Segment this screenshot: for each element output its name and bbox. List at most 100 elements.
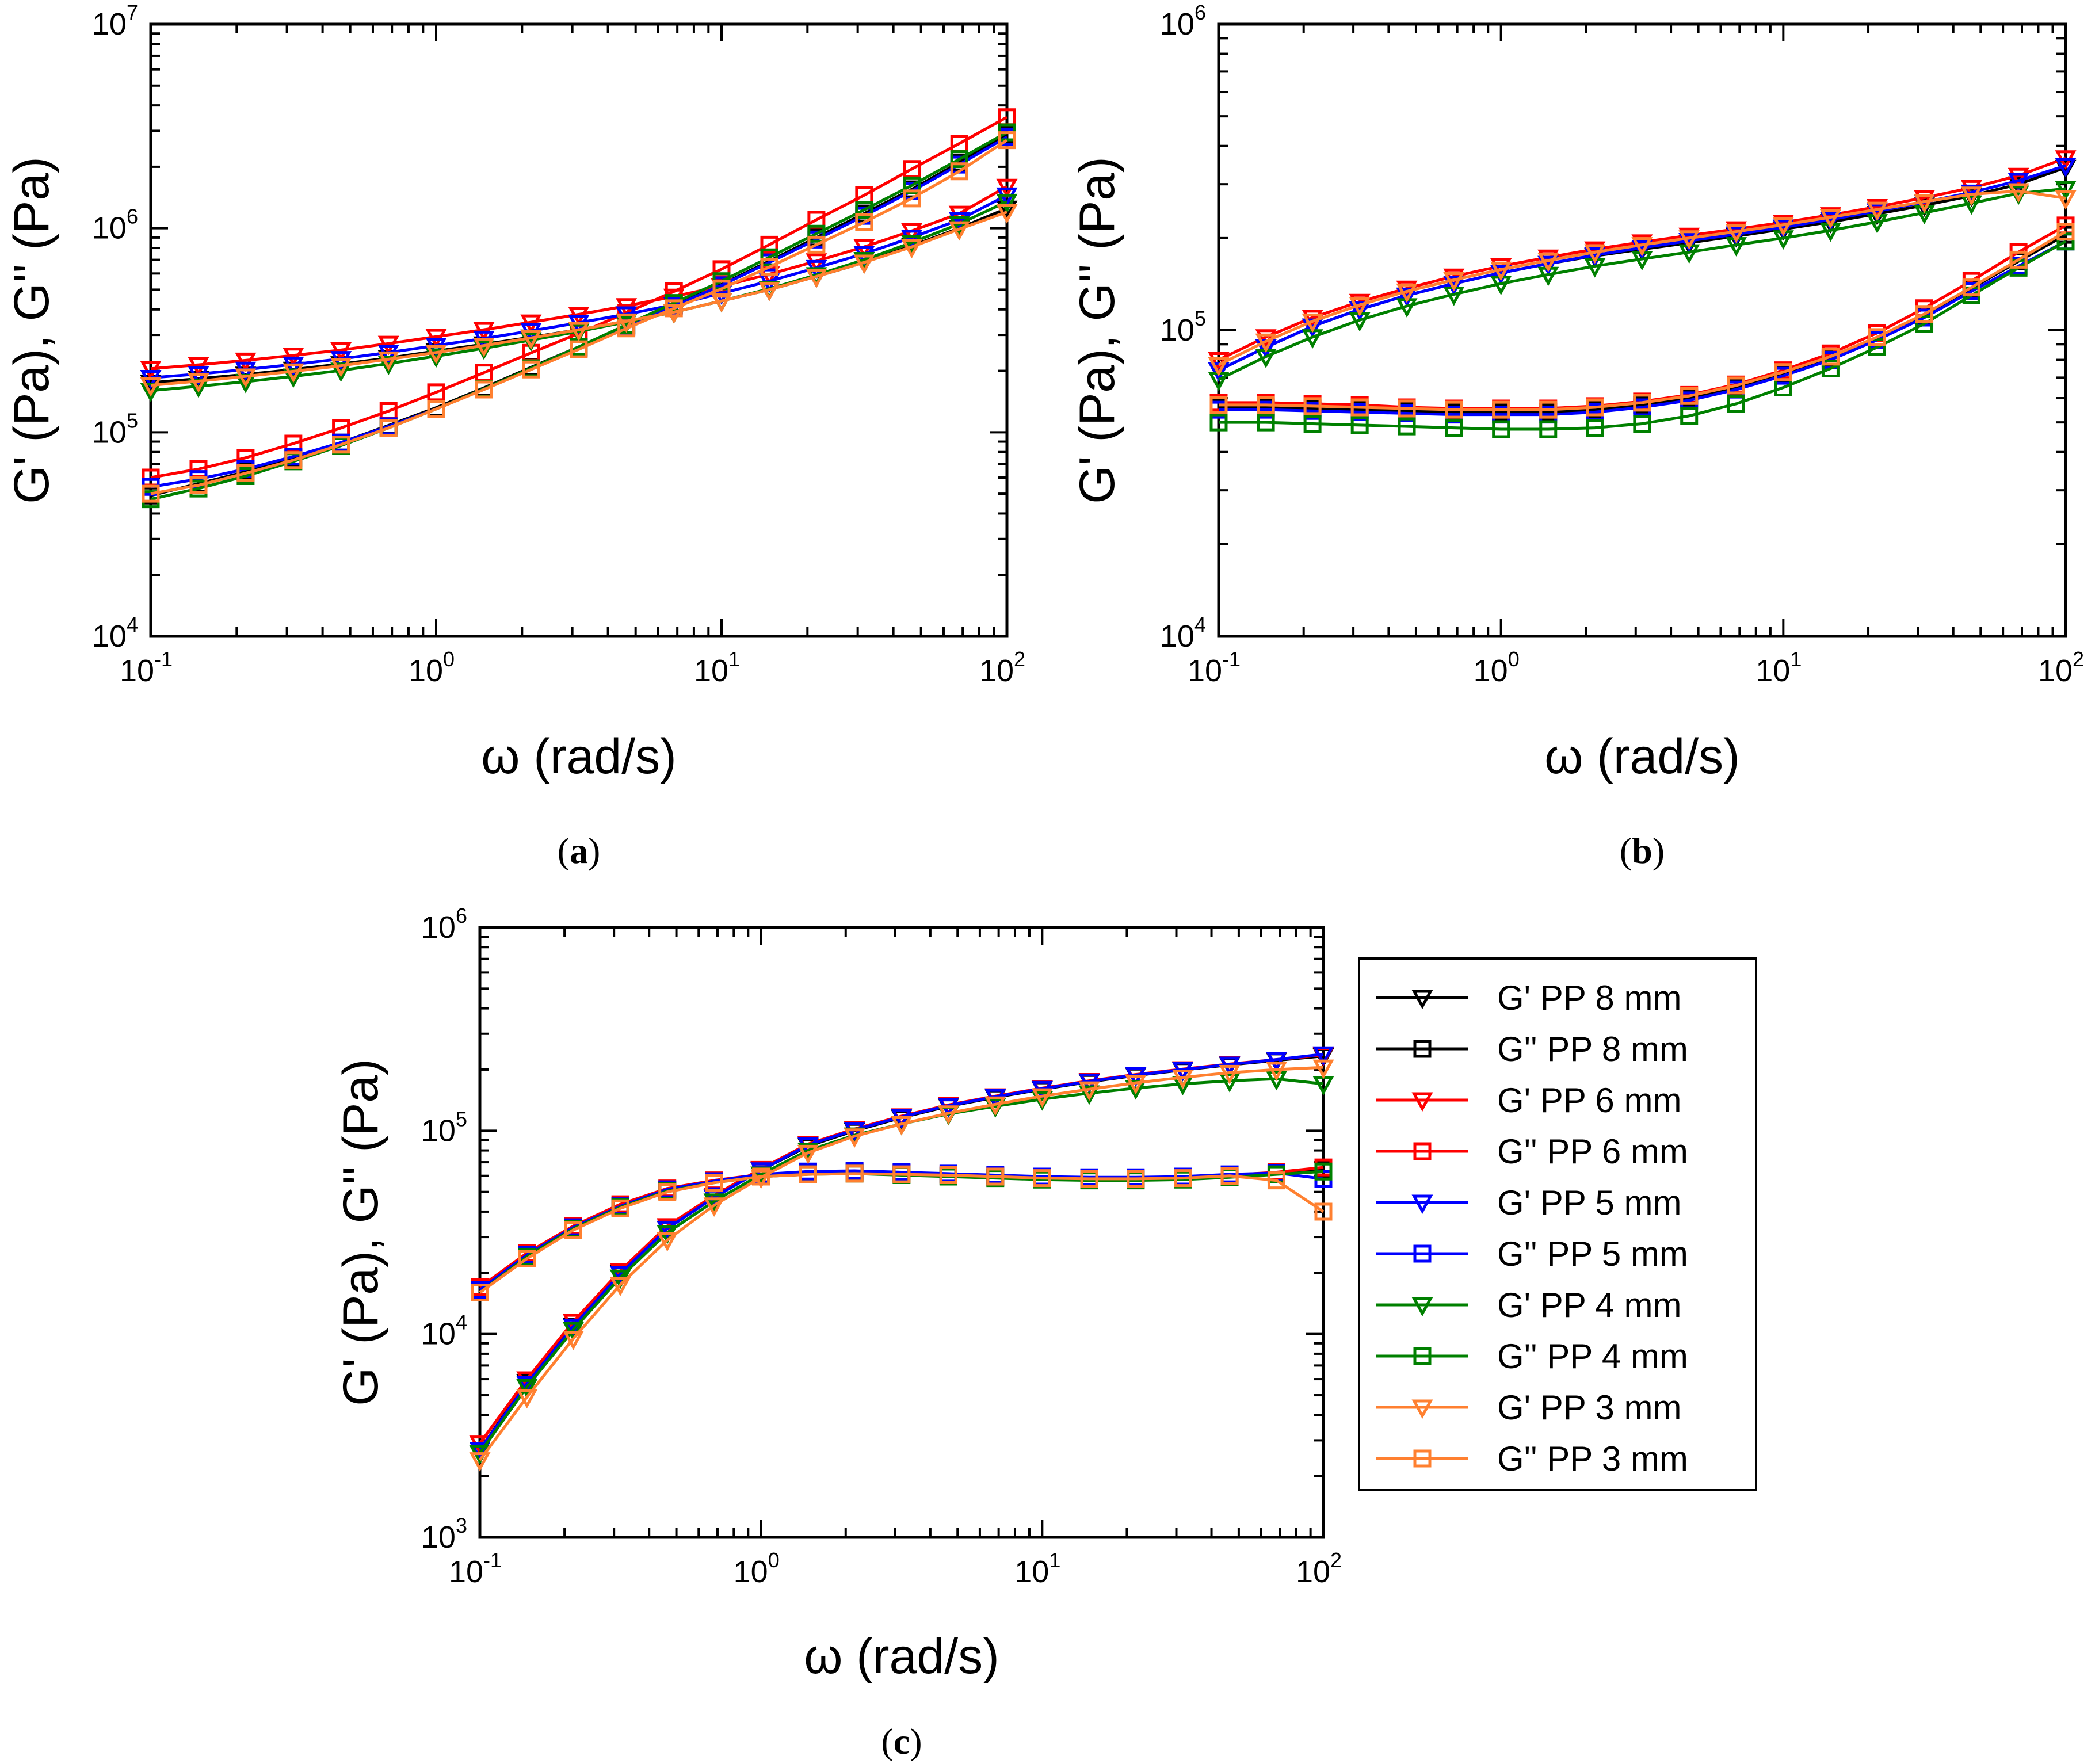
legend-marker bbox=[1413, 1449, 1432, 1468]
data-point bbox=[1445, 400, 1463, 419]
data-point bbox=[1633, 414, 1651, 433]
data-point bbox=[1350, 398, 1369, 417]
data-point bbox=[1220, 1167, 1239, 1185]
data-point bbox=[1913, 194, 1936, 213]
x-tick-exponent: 1 bbox=[728, 647, 740, 671]
data-point bbox=[1539, 420, 1558, 438]
data-point bbox=[1821, 348, 1840, 366]
data-point bbox=[2055, 181, 2077, 201]
y-tick-exponent: 7 bbox=[127, 1, 138, 24]
data-point bbox=[1349, 301, 1371, 321]
legend-marker bbox=[1413, 1347, 1432, 1365]
legend-marker bbox=[1411, 1399, 1433, 1419]
data-point bbox=[703, 1197, 725, 1217]
series-g-pp-4-mm bbox=[471, 1162, 1333, 1302]
x-tick-base: 10 bbox=[1755, 654, 1790, 688]
data-point bbox=[1125, 1075, 1147, 1095]
data-point bbox=[1349, 297, 1371, 317]
x-tick-label: 100 bbox=[409, 647, 455, 688]
data-point bbox=[475, 380, 493, 399]
data-point bbox=[377, 356, 399, 376]
series-line bbox=[150, 139, 1008, 495]
y-tick-base: 10 bbox=[1160, 619, 1194, 654]
y-tick-base: 10 bbox=[92, 415, 127, 449]
data-point bbox=[609, 1277, 631, 1296]
series-g-pp-6-mm bbox=[469, 1047, 1334, 1455]
x-tick-exponent: -1 bbox=[154, 647, 173, 671]
legend-label: G'' PP 3 mm bbox=[1497, 1440, 1688, 1478]
data-point bbox=[901, 235, 923, 254]
data-point bbox=[1312, 1059, 1334, 1079]
y-tick-base: 10 bbox=[421, 1113, 456, 1148]
y-tick-exponent: 6 bbox=[456, 904, 467, 927]
data-point bbox=[1314, 1202, 1333, 1221]
data-point bbox=[807, 235, 826, 254]
series-line bbox=[150, 200, 1008, 392]
y-tick-label: 104 bbox=[1160, 613, 1206, 654]
panel-label-close: ) bbox=[588, 830, 600, 871]
data-point bbox=[1265, 1062, 1287, 1082]
data-point bbox=[806, 269, 827, 288]
data-point bbox=[284, 451, 303, 469]
data-point bbox=[1078, 1081, 1100, 1101]
data-point bbox=[1398, 417, 1416, 436]
series-line bbox=[479, 1169, 1324, 1291]
data-point bbox=[235, 368, 257, 388]
series-line bbox=[150, 211, 1007, 387]
legend-entry: G' PP 8 mm bbox=[1376, 979, 1681, 1017]
data-point bbox=[901, 239, 923, 259]
x-tick-label: 100 bbox=[734, 1548, 780, 1589]
series-line bbox=[150, 116, 1008, 479]
data-point bbox=[799, 1165, 817, 1183]
x-tick-base: 10 bbox=[2038, 654, 2073, 688]
panel-label-letter: b bbox=[1632, 830, 1653, 871]
data-point bbox=[1490, 265, 1512, 285]
data-point bbox=[1868, 328, 1886, 346]
data-point bbox=[758, 281, 780, 301]
data-point bbox=[1727, 395, 1745, 413]
data-point bbox=[663, 304, 685, 324]
data-point bbox=[1443, 272, 1465, 292]
legend-entry: G'' PP 5 mm bbox=[1376, 1235, 1688, 1273]
data-point bbox=[2055, 158, 2077, 178]
panel-label-open: ( bbox=[1620, 830, 1632, 871]
x-tick-exponent: 0 bbox=[768, 1548, 780, 1572]
series-g-pp-3-mm bbox=[469, 1059, 1334, 1472]
data-point bbox=[2009, 250, 2028, 269]
legend-label: G' PP 8 mm bbox=[1497, 979, 1681, 1017]
data-point bbox=[903, 160, 921, 178]
series-line bbox=[478, 1053, 1324, 1445]
legend-entry: G'' PP 4 mm bbox=[1376, 1337, 1688, 1376]
data-point bbox=[1680, 387, 1699, 405]
x-tick-label: 102 bbox=[2038, 647, 2084, 688]
x-tick-label: 101 bbox=[694, 647, 740, 688]
data-point bbox=[705, 1174, 723, 1192]
y-tick-base: 10 bbox=[421, 1520, 456, 1555]
x-tick-base: 10 bbox=[1188, 654, 1222, 688]
x-tick-label: 100 bbox=[1474, 647, 1520, 688]
data-point bbox=[469, 1452, 491, 1472]
data-point bbox=[1314, 1162, 1333, 1181]
legend-marker bbox=[1413, 1244, 1432, 1263]
data-point bbox=[1257, 396, 1275, 414]
data-point bbox=[611, 1199, 629, 1217]
data-point bbox=[1962, 286, 1980, 304]
x-tick-base: 10 bbox=[734, 1555, 768, 1589]
data-point bbox=[903, 189, 921, 208]
legend: G' PP 8 mm G'' PP 8 mm G' PP 6 mm G'' PP 6 … bbox=[1358, 957, 1757, 1491]
x-axis-title: ω (rad/s) bbox=[481, 729, 677, 784]
data-point bbox=[516, 1376, 538, 1396]
panel-label-close: ) bbox=[910, 1721, 922, 1762]
data-point bbox=[1586, 419, 1604, 437]
data-point bbox=[189, 476, 208, 494]
data-point bbox=[330, 358, 352, 377]
x-tick-label: 101 bbox=[1755, 647, 1802, 688]
data-point bbox=[1312, 1046, 1334, 1066]
y-tick-label: 105 bbox=[1160, 307, 1206, 348]
data-point bbox=[568, 322, 590, 342]
data-point bbox=[1915, 305, 1934, 323]
data-point bbox=[1537, 253, 1559, 272]
y-axis-title: G' (Pa), G'' (Pa) bbox=[4, 156, 59, 504]
panel-label-open: ( bbox=[881, 1721, 893, 1762]
data-point bbox=[1492, 420, 1510, 438]
